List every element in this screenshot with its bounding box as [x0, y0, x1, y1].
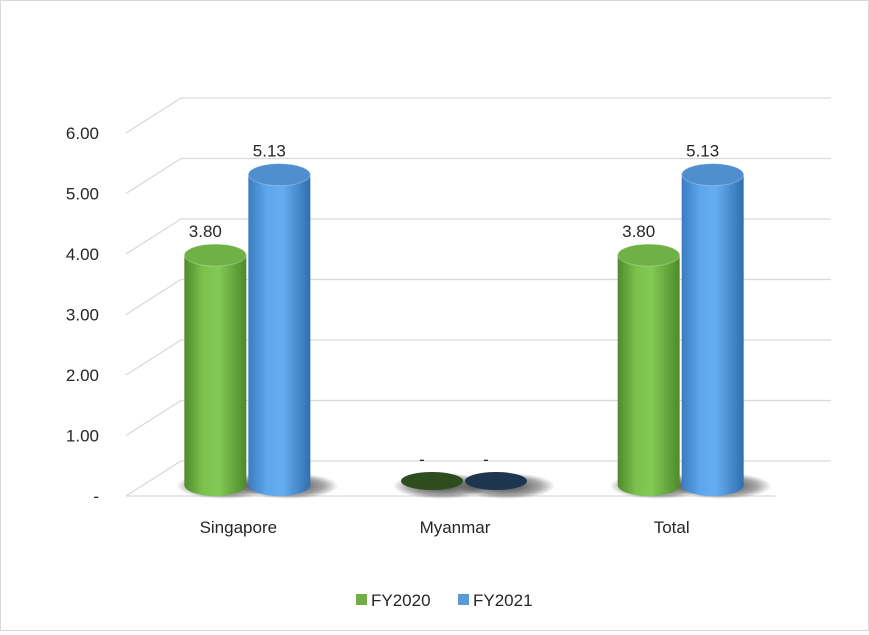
- data-label-fy2020-myanmar: -: [419, 450, 425, 469]
- gridline-0: [125, 460, 831, 497]
- x-category-label-myanmar: Myanmar: [420, 518, 491, 537]
- legend-swatch-fy2021: [458, 594, 469, 605]
- y-tick-label-5: 5.00: [66, 185, 99, 204]
- bar-fy2021-total: [681, 163, 745, 496]
- gridline-4: [125, 218, 831, 255]
- data-label-fy2021-singapore: 5.13: [253, 142, 286, 161]
- bar-fy2021-myanmar: [465, 472, 527, 490]
- data-label-fy2020-singapore: 3.80: [189, 222, 222, 241]
- y-tick-label-6: 6.00: [66, 124, 99, 143]
- legend-label-fy2020: FY2020: [371, 591, 431, 610]
- legend-label-fy2021: FY2021: [473, 591, 533, 610]
- y-tick-label-1: 1.00: [66, 427, 99, 446]
- bar-fy2020-myanmar: [401, 472, 463, 490]
- gridline-1: [125, 399, 831, 437]
- bar-fy2020-singapore: [183, 243, 247, 496]
- x-category-label-singapore: Singapore: [200, 518, 278, 537]
- x-category-label-total: Total: [654, 518, 690, 537]
- data-label-fy2020-total: 3.80: [622, 222, 655, 241]
- y-tick-label-4: 4.00: [66, 245, 99, 264]
- gridline-3: [125, 278, 831, 316]
- legend-swatch-fy2020: [356, 594, 367, 605]
- legend: FY2020 FY2021: [356, 591, 533, 610]
- bar-fy2021-singapore: [247, 163, 311, 496]
- y-tick-label-2: 2.00: [66, 366, 99, 385]
- gridline-6: [125, 97, 831, 134]
- gridline-2: [125, 339, 831, 376]
- gridline-5: [125, 157, 831, 195]
- y-tick-label-3: 3.00: [66, 306, 99, 325]
- data-label-fy2021-total: 5.13: [686, 142, 719, 161]
- bar-fy2020-total: [617, 243, 681, 496]
- data-label-fy2021-myanmar: -: [483, 450, 489, 469]
- y-tick-label-0: -: [93, 487, 99, 506]
